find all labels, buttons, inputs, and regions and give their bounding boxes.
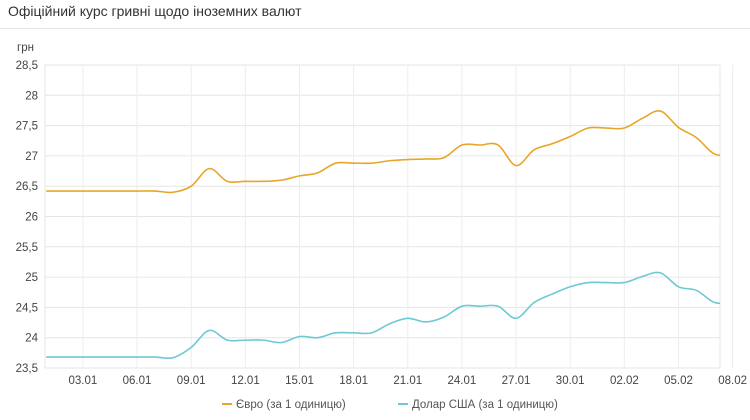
x-tick-label: 15.01: [285, 375, 314, 387]
x-tick-label: 24.01: [448, 375, 477, 387]
x-tick-label: 06.01: [123, 375, 152, 387]
y-tick-label: 26: [25, 212, 38, 224]
x-tick-label: 27.01: [502, 375, 531, 387]
y-axis-unit-label: грн: [17, 42, 34, 54]
title-divider: [0, 28, 750, 29]
x-tick-label: 02.02: [610, 375, 639, 387]
x-tick-label: 09.01: [177, 375, 206, 387]
legend[interactable]: Євро (за 1 одиницю) Долар США (за 1 одини…: [222, 399, 558, 411]
y-tick-label: 27,5: [16, 121, 38, 133]
x-tick-label: 30.01: [556, 375, 585, 387]
chart-title: Офіційний курс гривні щодо іноземних вал…: [8, 3, 302, 19]
y-tick-label: 25: [25, 272, 38, 284]
grid-lines: [44, 64, 734, 369]
x-tick-label: 18.01: [339, 375, 368, 387]
x-axis-tick-labels: 03.01 06.01 09.01 12.01 15.01 18.01 21.01 24.01…: [69, 375, 748, 387]
x-tick-label: 05.02: [664, 375, 693, 387]
series-line-usd: [46, 271, 720, 360]
y-axis-tick-labels: 23,5 24 24,5 25 25,5 26 26,5 27 27,5 28 28,5: [16, 60, 39, 375]
x-tick-label: 21.01: [393, 375, 422, 387]
y-tick-label: 24,5: [16, 302, 38, 314]
y-tick-label: 26,5: [16, 181, 38, 193]
legend-label: Євро (за 1 одиницю): [236, 399, 346, 411]
y-tick-label: 25,5: [16, 242, 38, 254]
series-line-euro: [46, 110, 720, 194]
y-tick-label: 28,5: [16, 60, 38, 72]
x-tick-label: 12.01: [231, 375, 260, 387]
series-lines: [46, 110, 720, 360]
y-tick-label: 24: [25, 333, 38, 345]
x-tick-label: 03.01: [69, 375, 98, 387]
y-tick-label: 23,5: [16, 363, 38, 375]
y-tick-label: 28: [25, 90, 38, 102]
x-tick-label: 08.02: [718, 375, 747, 387]
y-tick-label: 27: [25, 151, 38, 163]
legend-label: Долар США (за 1 одиницю): [412, 399, 558, 411]
legend-item-usd[interactable]: Долар США (за 1 одиницю): [398, 399, 558, 411]
legend-item-euro[interactable]: Євро (за 1 одиницю): [222, 399, 346, 411]
